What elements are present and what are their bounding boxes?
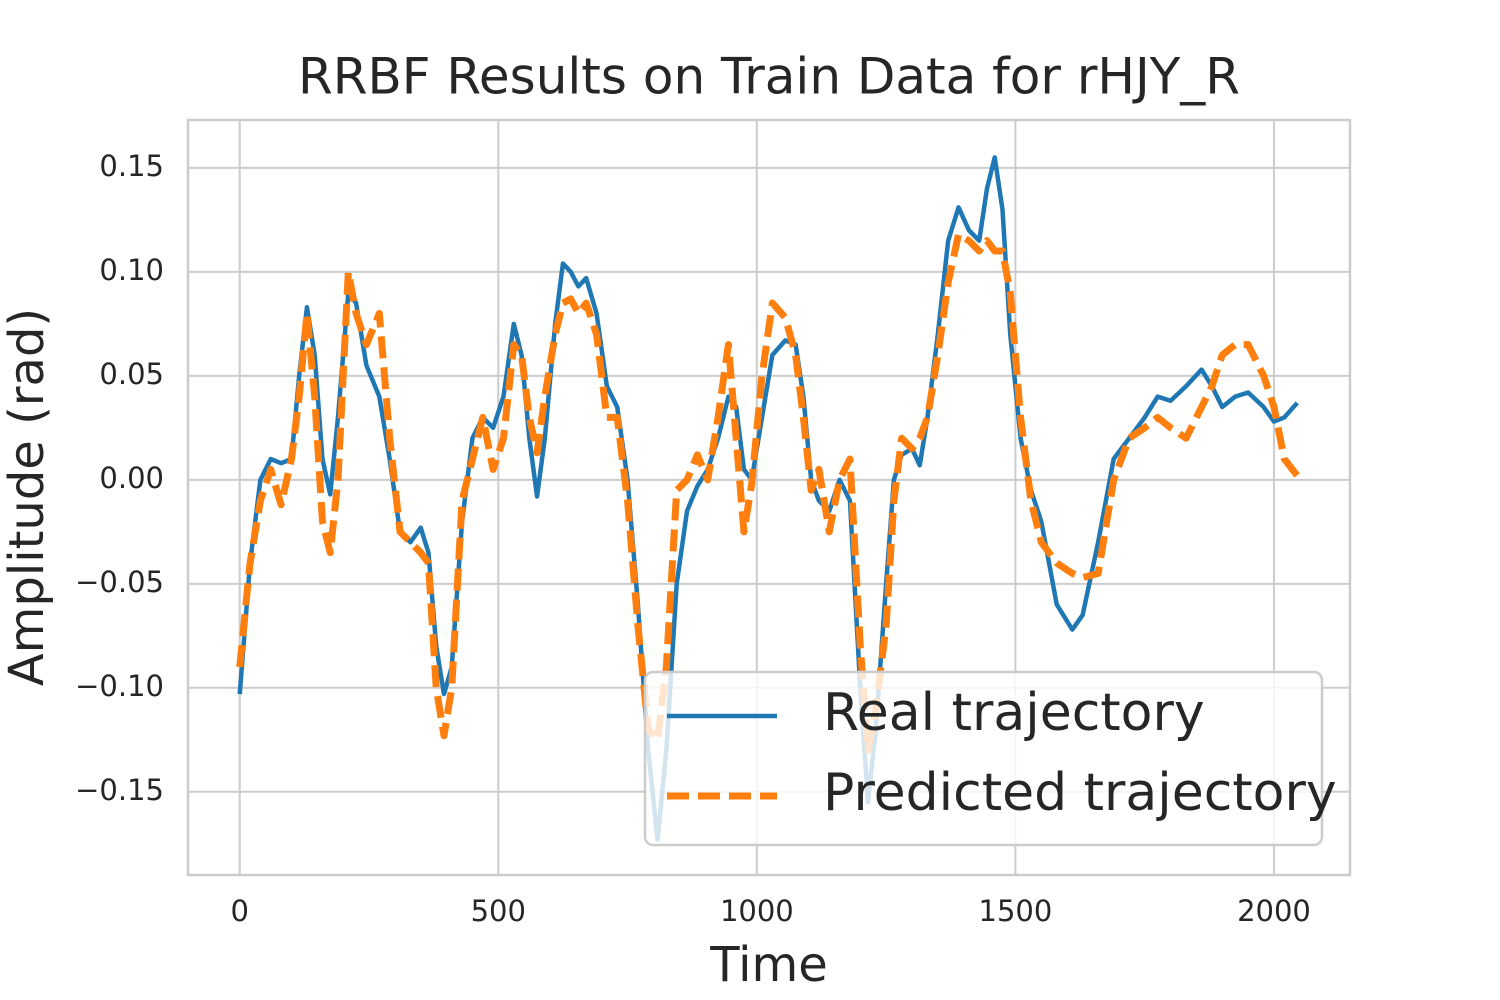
x-tick-label: 1000	[720, 894, 794, 928]
legend-label: Predicted trajectory	[823, 763, 1337, 823]
x-axis-label: Time	[709, 937, 827, 993]
x-tick-label: 500	[471, 894, 526, 928]
legend-label: Real trajectory	[823, 683, 1205, 743]
y-tick-label: 0.00	[99, 461, 164, 495]
plot-frame	[186, 118, 1352, 877]
data-line	[236, 230, 1301, 754]
y-tick-label: −0.10	[75, 669, 164, 703]
y-tick-label: 0.05	[99, 357, 164, 391]
y-tick-label: 0.10	[99, 253, 164, 287]
x-tick-label: 0	[230, 894, 248, 928]
chart-title: RRBF Results on Train Data for rHJY_R	[298, 48, 1240, 106]
y-tick-label: 0.15	[99, 149, 164, 183]
y-tick-label: −0.15	[75, 773, 164, 807]
x-tick-label: 1500	[979, 894, 1053, 928]
x-tick-label: 2000	[1237, 894, 1311, 928]
y-axis-label: Amplitude (rad)	[0, 308, 55, 686]
y-tick-label: −0.05	[75, 565, 164, 599]
legend-box	[643, 670, 1324, 847]
